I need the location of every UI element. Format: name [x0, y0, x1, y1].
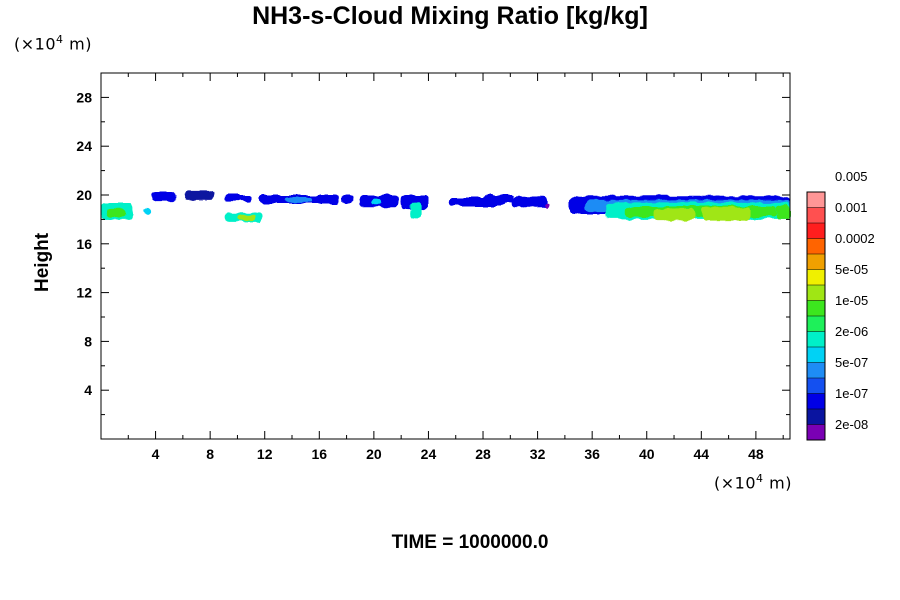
x-tick-label: 48 [748, 446, 764, 462]
colorbar-band-4 [807, 362, 825, 378]
y-tick-label: 8 [84, 333, 92, 349]
colorbar-band-9 [807, 285, 825, 301]
colorbar-band-12 [807, 238, 825, 254]
colorbar: 2e-08 1e-07 5e-07 2e-06 1e-05 5e-05 0.0002 0.00… [806, 169, 875, 441]
y-axis-unit: (×104 m) [14, 33, 92, 53]
y-tick-label: 28 [76, 89, 92, 105]
colorbar-band-1 [807, 409, 825, 425]
cloud-patch-24 [701, 207, 750, 221]
y-tick-label: 4 [84, 382, 92, 398]
colorbar-label: 2e-08 [835, 417, 868, 432]
x-unit-prefix: (×10 [714, 473, 757, 493]
x-axis-unit: (×104 m) [714, 472, 792, 492]
colorbar-band-10 [807, 269, 825, 285]
cloud-patch-16 [483, 195, 515, 204]
cloud-patch-7 [237, 215, 256, 221]
cloud-patch-18 [544, 202, 550, 209]
cloud-patch-1 [106, 208, 126, 217]
colorbar-label: 5e-07 [835, 355, 868, 370]
x-tick-label: 40 [639, 446, 655, 462]
x-tick-label: 12 [257, 446, 273, 462]
y-unit-prefix: (×10 [14, 34, 57, 54]
cloud-patch-12 [371, 198, 383, 205]
colorbar-label: 0.005 [835, 169, 868, 184]
cloud-patch-10 [342, 195, 354, 204]
cloud-patch-23 [653, 208, 695, 221]
colorbar-band-0 [807, 424, 825, 440]
y-tick-label: 24 [76, 138, 92, 154]
y-unit-suffix: m) [63, 34, 92, 54]
x-tick-label: 16 [312, 446, 328, 462]
time-label: TIME = 1000000.0 [391, 532, 549, 553]
cloud-patch-14 [410, 201, 422, 220]
colorbar-band-5 [807, 347, 825, 363]
colorbar-label: 0.001 [835, 200, 868, 215]
plot-frame [100, 72, 791, 440]
x-tick-label: 4 [152, 446, 160, 462]
y-unit-exponent: 4 [56, 33, 64, 46]
cloud-patch-17 [513, 196, 548, 208]
x-unit-exponent: 4 [756, 472, 764, 485]
cloud-patch-9 [285, 197, 313, 203]
cloud-patch-5 [223, 195, 252, 202]
x-tick-label: 24 [421, 446, 437, 462]
colorbar-label: 2e-06 [835, 324, 868, 339]
chart-title: NH3-s-Cloud Mixing Ratio [kg/kg] [252, 2, 648, 30]
colorbar-band-14 [807, 207, 825, 223]
cloud-patch-4 [184, 191, 215, 200]
colorbar-band-6 [807, 331, 825, 347]
colorbar-band-11 [807, 254, 825, 270]
colorbar-label: 1e-07 [835, 386, 868, 401]
colorbar-label: 0.0002 [835, 231, 875, 246]
cloud-patch-3 [151, 192, 178, 202]
y-tick-label: 20 [76, 187, 92, 203]
colorbar-band-13 [807, 223, 825, 239]
colorbar-band-7 [807, 316, 825, 332]
y-tick-label: 16 [76, 236, 92, 252]
colorbar-band-3 [807, 378, 825, 394]
colorbar-band-15 [807, 192, 825, 208]
cloud-patch-25 [776, 204, 790, 220]
x-tick-label: 20 [366, 446, 382, 462]
colorbar-label: 5e-05 [835, 262, 868, 277]
cloud-field [101, 191, 790, 222]
x-tick-label: 28 [475, 446, 491, 462]
x-unit-suffix: m) [763, 473, 792, 493]
cloud-patch-2 [143, 208, 151, 215]
x-tick-label: 36 [584, 446, 600, 462]
colorbar-band-8 [807, 300, 825, 316]
x-tick-label: 32 [530, 446, 546, 462]
x-tick-label: 8 [206, 446, 214, 462]
colorbar-band-2 [807, 393, 825, 409]
x-tick-label: 44 [694, 446, 710, 462]
y-tick-label: 12 [76, 285, 92, 301]
colorbar-label: 1e-05 [835, 293, 868, 308]
